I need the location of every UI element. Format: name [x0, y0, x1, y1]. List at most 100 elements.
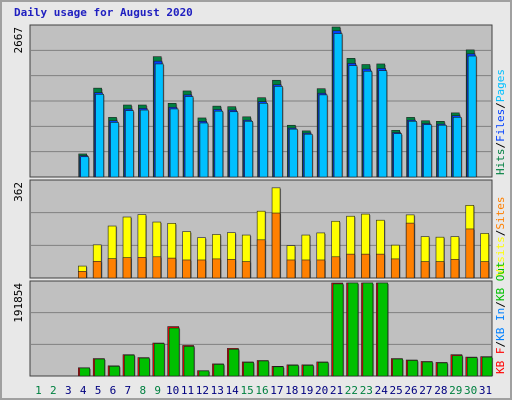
bar-pages-day-18 [289, 128, 298, 178]
legend-hits-files-pages: Hits/Files/Pages [494, 69, 507, 175]
bar-sites-day-19 [301, 259, 311, 279]
legend-kbytes: KB F/KB In/KB Out [494, 261, 507, 374]
x-tick-label-day-12: 12 [196, 384, 209, 397]
bar-sites-day-17 [271, 212, 281, 279]
bar-pages-day-4 [80, 156, 90, 178]
legend-separator: / [494, 142, 507, 149]
legend-item-files: Files [494, 109, 507, 142]
bar-pages-day-15 [244, 121, 253, 178]
bar-pages-day-22 [348, 65, 358, 178]
x-tick-label-day-11: 11 [181, 384, 194, 397]
bar-pages-day-19 [303, 133, 313, 178]
bar-kb-out-day-23 [362, 282, 374, 377]
bar-sites-day-25 [390, 258, 400, 279]
legend-item-kb-in: KB In [494, 308, 507, 341]
legend-item-kb-out: KB Out [494, 261, 507, 301]
bar-pages-day-11 [184, 96, 194, 178]
bar-sites-day-8 [137, 257, 147, 279]
bar-sites-day-9 [152, 256, 162, 279]
y-max-label-kbytes: 191854 [12, 283, 25, 323]
bar-kb-out-day-22 [347, 282, 359, 377]
bar-pages-day-25 [393, 133, 402, 178]
bar-sites-day-4 [78, 271, 87, 279]
bar-sites-day-5 [92, 260, 102, 279]
bar-kb-out-day-9 [153, 343, 165, 377]
bar-kb-out-day-27 [422, 361, 433, 377]
bar-sites-day-15 [241, 261, 251, 279]
bar-pages-day-14 [229, 111, 239, 178]
bar-pages-day-8 [140, 109, 149, 178]
bar-kb-out-day-8 [139, 357, 150, 377]
x-tick-label-day-24: 24 [375, 384, 389, 397]
bar-kb-out-day-31 [481, 356, 493, 377]
chart-title: Daily usage for August 2020 [14, 6, 193, 19]
legend-separator: / [494, 301, 507, 308]
bar-kb-out-day-21 [332, 283, 344, 377]
bar-pages-day-21 [333, 33, 343, 178]
bar-kb-out-day-15 [243, 362, 254, 377]
x-tick-label-day-30: 30 [464, 384, 477, 397]
bar-sites-day-30 [465, 228, 475, 279]
legend-item-sites: Sites [494, 197, 507, 230]
bar-pages-day-13 [214, 110, 224, 178]
bar-kb-out-day-10 [168, 327, 180, 377]
x-tick-label-day-23: 23 [360, 384, 373, 397]
bar-pages-day-16 [259, 103, 268, 178]
bar-kb-out-day-4 [79, 367, 91, 377]
x-tick-label-day-25: 25 [390, 384, 403, 397]
x-tick-label-day-3: 3 [65, 384, 72, 397]
x-tick-label-day-16: 16 [255, 384, 268, 397]
bar-sites-day-28 [435, 261, 445, 279]
bar-pages-day-23 [363, 70, 373, 178]
x-tick-label-day-4: 4 [80, 384, 87, 397]
bar-kb-out-day-29 [451, 355, 463, 377]
x-tick-label-day-13: 13 [211, 384, 224, 397]
bar-sites-day-7 [122, 257, 132, 279]
bar-sites-day-11 [182, 259, 191, 279]
bar-kb-out-day-26 [407, 360, 418, 377]
bar-kb-out-day-18 [288, 365, 299, 377]
bar-sites-day-27 [420, 261, 430, 279]
bar-kb-out-day-17 [273, 366, 284, 377]
x-tick-label-day-21: 21 [330, 384, 343, 397]
bar-kb-out-day-25 [392, 358, 403, 377]
bar-sites-day-21 [331, 256, 340, 279]
x-tick-label-day-20: 20 [315, 384, 328, 397]
bar-sites-day-6 [107, 258, 117, 279]
bar-kb-out-day-13 [213, 364, 225, 377]
x-tick-label-day-22: 22 [345, 384, 358, 397]
bar-sites-day-16 [256, 239, 266, 279]
bar-pages-day-12 [199, 122, 209, 178]
bar-kb-out-day-30 [466, 357, 478, 377]
bar-sites-day-13 [212, 258, 221, 279]
x-tick-label-day-10: 10 [166, 384, 179, 397]
bar-kb-out-day-5 [94, 358, 105, 377]
legend-item-kb-f: KB F [494, 348, 507, 375]
legend-separator: / [494, 230, 507, 237]
x-tick-label-day-5: 5 [95, 384, 102, 397]
bar-kb-out-day-19 [302, 365, 314, 377]
bar-sites-day-14 [227, 259, 236, 279]
x-tick-label-day-14: 14 [226, 384, 240, 397]
bar-pages-day-9 [154, 63, 164, 178]
bar-sites-day-31 [480, 261, 489, 279]
x-tick-label-day-19: 19 [300, 384, 313, 397]
bar-kb-out-day-20 [317, 362, 329, 377]
bar-pages-day-29 [452, 117, 462, 178]
bar-kb-out-day-12 [198, 370, 210, 377]
x-tick-label-day-1: 1 [35, 384, 42, 397]
legend-separator: / [494, 102, 507, 109]
bar-pages-day-6 [110, 122, 119, 178]
bar-pages-day-7 [125, 110, 134, 178]
bar-pages-day-5 [95, 94, 104, 178]
bar-kb-out-day-24 [377, 282, 389, 377]
x-tick-label-day-6: 6 [110, 384, 117, 397]
legend-item-pages: Pages [494, 69, 507, 102]
bar-sites-day-22 [346, 253, 355, 279]
bar-kb-out-day-6 [109, 366, 120, 377]
legend-item-visits: Visits [494, 236, 507, 276]
bar-pages-day-24 [378, 70, 388, 178]
bar-sites-day-23 [361, 253, 370, 279]
x-tick-label-day-15: 15 [240, 384, 253, 397]
bar-pages-day-28 [438, 124, 447, 178]
